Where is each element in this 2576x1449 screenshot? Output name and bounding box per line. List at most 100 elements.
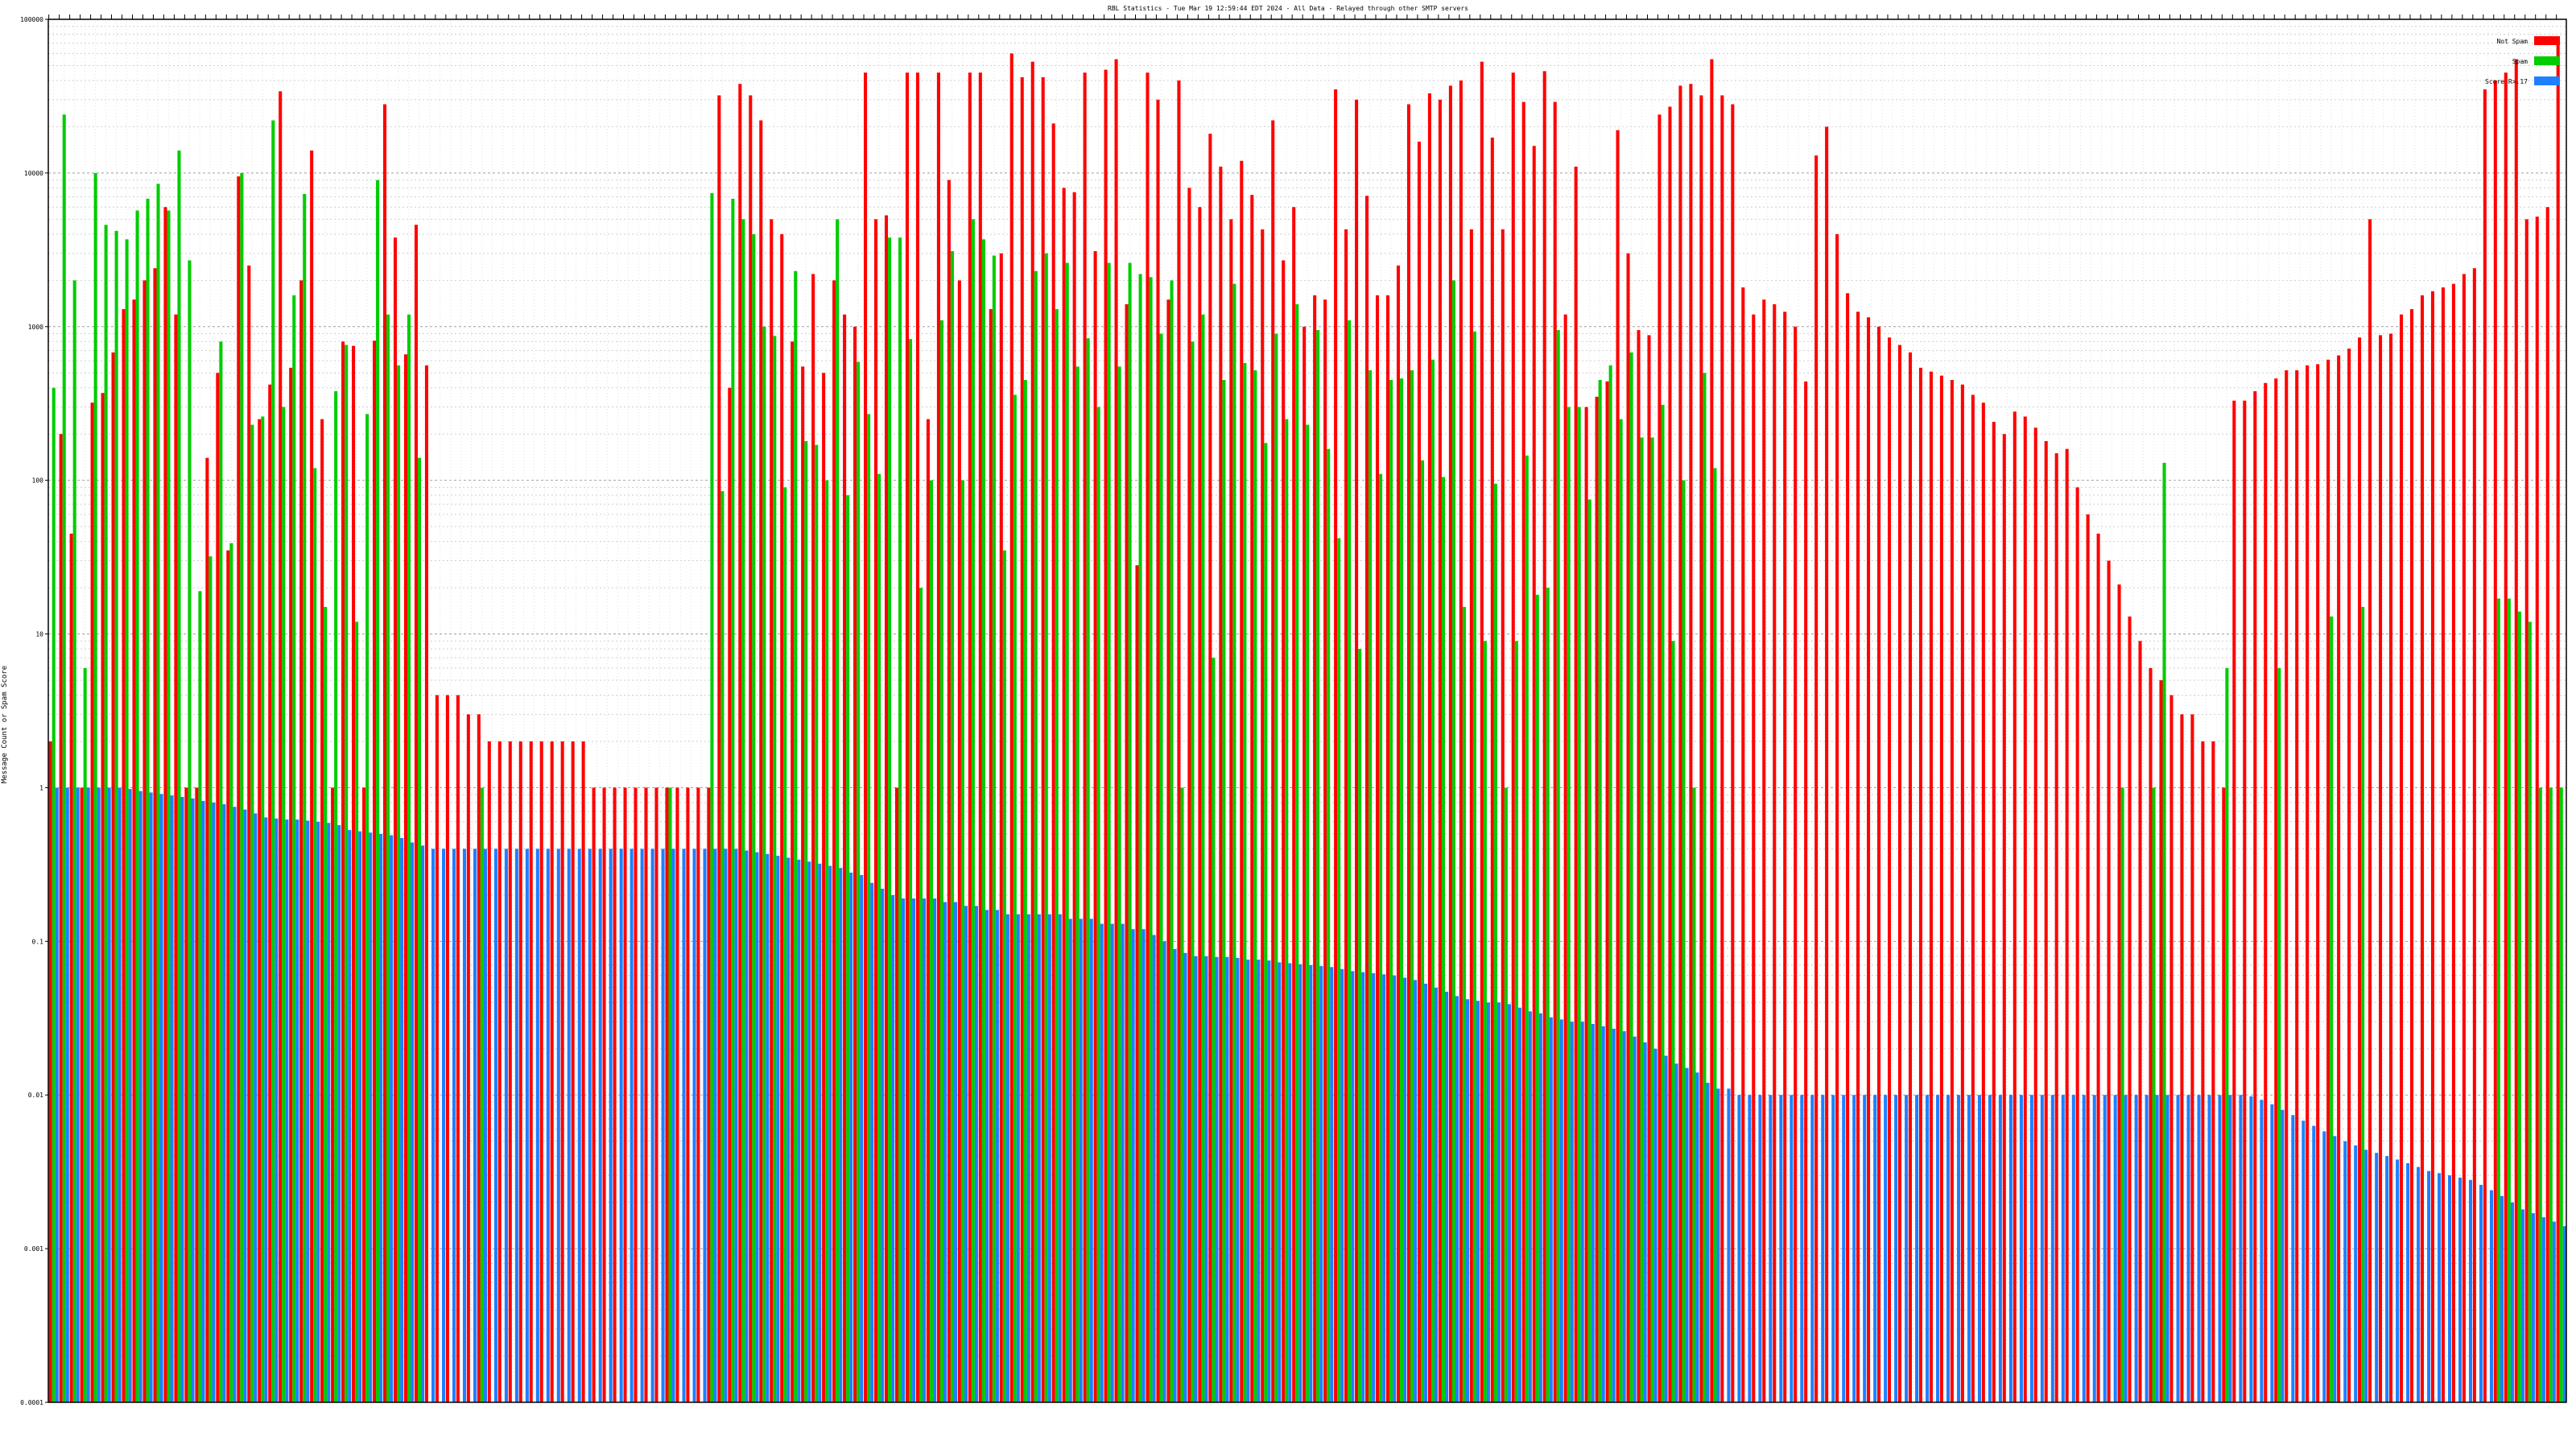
bar-score-r-17 (514, 848, 518, 1402)
bar-score-r-17 (902, 898, 906, 1402)
bar-score-r-17 (348, 830, 352, 1402)
bar-score-r-17 (1831, 1095, 1835, 1402)
bar-score-r-17 (2385, 1156, 2389, 1402)
bar-not-spam (1699, 95, 1703, 1403)
bar-spam (93, 172, 97, 1402)
bar-not-spam (341, 341, 345, 1402)
bar-score-r-17 (1089, 919, 1093, 1402)
bar-not-spam (2201, 741, 2205, 1402)
bar-not-spam (915, 72, 919, 1403)
bar-score-r-17 (1873, 1095, 1877, 1402)
bar-spam (2330, 616, 2334, 1402)
bar-not-spam (101, 393, 105, 1403)
bar-score-r-17 (933, 898, 937, 1402)
bar-not-spam (738, 84, 742, 1403)
bar-not-spam (2493, 80, 2497, 1403)
bar-not-spam (445, 695, 449, 1402)
bar-score-r-17 (306, 820, 310, 1402)
bar-not-spam (1104, 69, 1108, 1403)
bar-not-spam (644, 787, 648, 1402)
bar-score-r-17 (2510, 1202, 2514, 1402)
bar-score-r-17 (1507, 1004, 1511, 1402)
bar-not-spam (1678, 85, 1682, 1402)
bar-spam (2277, 667, 2281, 1402)
bar-not-spam (1908, 352, 1913, 1402)
bar-spam (981, 239, 985, 1402)
bar-not-spam (2065, 448, 2069, 1403)
bar-score-r-17 (2218, 1095, 2222, 1402)
bar-score-r-17 (337, 825, 341, 1402)
bar-not-spam (1009, 53, 1013, 1403)
bar-spam (1023, 379, 1027, 1403)
bar-not-spam (1773, 303, 1777, 1402)
bar-score-r-17 (1800, 1095, 1804, 1402)
bar-spam (2496, 598, 2500, 1402)
bar-spam (261, 416, 265, 1403)
bar-score-r-17 (233, 807, 237, 1402)
bar-not-spam (717, 95, 721, 1403)
bar-score-r-17 (671, 848, 675, 1402)
bar-score-r-17 (1758, 1095, 1762, 1402)
bar-not-spam (2232, 400, 2236, 1403)
bar-score-r-17 (1936, 1095, 1940, 1402)
axes: 100000 10000 1000 100 10 1 0.1 0.01 0.001 0.0001 (20, 14, 2567, 1406)
bar-score-r-17 (1601, 1026, 1605, 1402)
bar-not-spam (1135, 565, 1139, 1403)
bar-not-spam (2514, 59, 2518, 1402)
bar-spam (2507, 598, 2511, 1402)
bar-score-r-17 (2134, 1095, 2138, 1402)
bar-spam (2120, 787, 2124, 1402)
bar-not-spam (362, 787, 366, 1402)
bar-score-r-17 (1194, 956, 1198, 1402)
bar-spam (376, 180, 380, 1402)
legend: Not Spam Spam Score R>.17 (2485, 36, 2560, 85)
bar-not-spam (1062, 188, 1066, 1402)
bar-not-spam (2075, 487, 2079, 1402)
bar-spam (1295, 303, 1299, 1402)
bar-score-r-17 (107, 787, 111, 1402)
bar-spam (1671, 641, 1675, 1402)
bar-not-spam (268, 384, 272, 1403)
bar-score-r-17 (462, 848, 467, 1402)
bar-score-r-17 (1570, 1022, 1574, 1402)
bar-not-spam (2347, 349, 2351, 1402)
bar-spam (939, 320, 943, 1402)
bar-not-spam (2326, 359, 2330, 1402)
bar-score-r-17 (1121, 923, 1125, 1402)
bar-not-spam (310, 150, 314, 1403)
bar-not-spam (978, 72, 982, 1403)
bar-score-r-17 (556, 848, 560, 1402)
bar-score-r-17 (1852, 1095, 1856, 1402)
bar-spam (1044, 253, 1048, 1403)
bar-score-r-17 (1173, 948, 1177, 1402)
bar-not-spam (518, 741, 522, 1402)
bar-not-spam (1532, 146, 1536, 1402)
bar-score-r-17 (138, 791, 142, 1402)
bar-spam (345, 345, 349, 1402)
bar-not-spam (1563, 314, 1567, 1402)
bar-score-r-17 (1727, 1088, 1731, 1402)
bar-not-spam (2222, 787, 2226, 1402)
bar-spam (1567, 407, 1571, 1403)
bar-not-spam (1752, 314, 1756, 1402)
bar-not-spam (1146, 72, 1150, 1403)
bar-score-r-17 (86, 787, 90, 1402)
bar-not-spam (1480, 61, 1484, 1402)
bar-not-spam (602, 787, 606, 1402)
bar-not-spam (414, 225, 418, 1402)
y-tick-label: 10000 (24, 170, 43, 177)
bar-score-r-17 (1977, 1095, 1981, 1402)
bar-not-spam (947, 180, 951, 1402)
bar-spam (1348, 320, 1352, 1402)
bar-score-r-17 (358, 831, 362, 1402)
bar-not-spam (1960, 384, 1964, 1403)
bar-score-r-17 (1622, 1031, 1626, 1402)
bar-score-r-17 (2281, 1109, 2285, 1402)
bar-score-r-17 (212, 802, 216, 1402)
bar-score-r-17 (222, 804, 226, 1402)
bar-not-spam (424, 365, 428, 1403)
bar-score-r-17 (2029, 1095, 2033, 1402)
bar-score-r-17 (2145, 1095, 2149, 1402)
bar-not-spam (1741, 287, 1745, 1402)
bar-not-spam (1282, 260, 1286, 1403)
